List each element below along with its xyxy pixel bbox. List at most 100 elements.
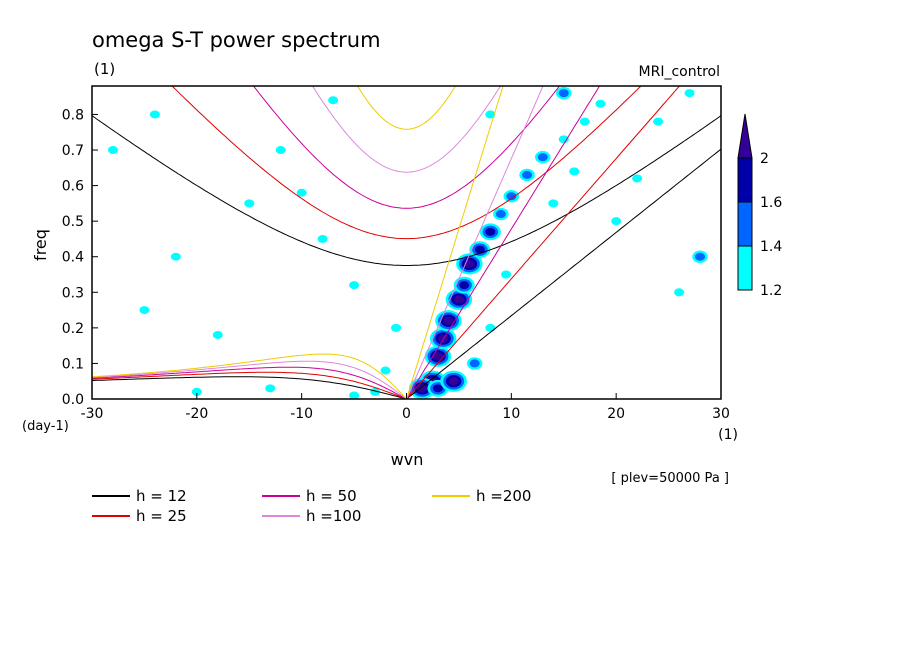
dispersion-curve	[252, 86, 561, 209]
y-tick-label: 0.2	[62, 321, 84, 337]
legend-label: h = 50	[306, 487, 357, 505]
contour-blob	[611, 217, 622, 226]
contour-blob	[569, 167, 580, 176]
x-tick-label: 20	[607, 406, 625, 422]
contour-blob	[432, 352, 443, 361]
colorbar-segment	[737, 201, 753, 247]
colorbar-label: 1.4	[760, 239, 782, 255]
dispersion-curve	[92, 376, 407, 399]
contour-blob	[485, 110, 496, 119]
y-tick-label: 0.4	[62, 250, 84, 266]
contour-blob	[474, 245, 485, 254]
x-tick-label: 10	[502, 406, 520, 422]
contour-blob	[448, 377, 459, 386]
chart-subtitle: (1)	[94, 60, 115, 78]
y-tick-label: 0.5	[62, 214, 84, 230]
contour-blob	[485, 227, 496, 236]
contour-blob	[212, 330, 223, 339]
colorbar-label: 2	[760, 151, 769, 167]
colorbar-segment	[737, 245, 753, 291]
y-tick-label: 0.1	[62, 356, 84, 372]
dispersion-curve	[406, 148, 721, 399]
contour-blob	[459, 281, 470, 290]
y-tick-label: 0.0	[62, 392, 84, 408]
y-tick-label: 0.7	[62, 143, 84, 159]
contour-blob	[632, 174, 643, 183]
contour-blob	[380, 366, 391, 375]
dispersion-curve	[356, 86, 457, 130]
contour-blob	[417, 384, 428, 393]
contour-blob	[495, 210, 506, 219]
dispersion-curves	[92, 86, 721, 399]
contour-blob	[695, 252, 706, 261]
contour-blob	[469, 359, 480, 368]
colorbar-label: 1.2	[760, 283, 782, 299]
contour-blob	[139, 306, 150, 315]
y-axis: 0.0 0.1 0.2 0.3 0.4 0.5 0.6 0.7 0.8	[62, 107, 98, 408]
contour-blob	[464, 259, 475, 268]
power-contours	[107, 86, 708, 399]
dispersion-curve	[92, 360, 407, 399]
x-tick-label: 0	[402, 406, 411, 422]
contour-blob	[537, 153, 548, 162]
contour-blob	[107, 146, 118, 155]
plot-frame	[91, 85, 722, 400]
legend-label: h =200	[476, 487, 531, 505]
contour-blob	[579, 117, 590, 126]
contour-blob	[170, 252, 181, 261]
dispersion-curve	[92, 353, 407, 399]
contour-blob	[349, 281, 360, 290]
model-name: MRI_control	[639, 64, 720, 80]
chart-title: omega S-T power spectrum	[92, 28, 381, 52]
x-axis-unit: (1)	[718, 427, 738, 443]
contour-blob	[558, 135, 569, 144]
legend-label: h = 25	[136, 507, 187, 525]
contour-blob	[674, 288, 685, 297]
contour-blob	[595, 99, 606, 108]
contour-blob	[244, 199, 255, 208]
contour-blob	[501, 270, 512, 279]
y-tick-label: 0.3	[62, 285, 84, 301]
contour-blob	[684, 89, 695, 98]
colorbar-segment	[737, 157, 753, 203]
dispersion-curve	[92, 371, 407, 399]
x-tick-label: -30	[81, 406, 104, 422]
contour-blob	[317, 234, 328, 243]
colorbar-triangle	[737, 113, 753, 159]
contour-blob	[191, 387, 202, 396]
contour-blob	[453, 295, 464, 304]
contour-blob	[265, 384, 276, 393]
y-axis-unit: (day-1)	[22, 419, 69, 434]
legend-label: h =100	[306, 507, 361, 525]
dispersion-curve	[406, 86, 544, 399]
y-axis-label: freq	[31, 229, 50, 261]
plot-area	[91, 85, 722, 400]
contour-blob	[653, 117, 664, 126]
colorbar-label: 1.6	[760, 195, 782, 211]
contour-blob	[506, 192, 517, 201]
legend: h = 12 h = 25 h = 50 h =100 h =200	[92, 487, 531, 525]
y-tick-label: 0.6	[62, 179, 84, 195]
legend-label: h = 12	[136, 487, 187, 505]
x-axis-label: wvn	[391, 450, 424, 469]
dispersion-curve	[92, 115, 721, 266]
contour-blob	[391, 323, 402, 332]
contour-blob	[558, 89, 569, 98]
contour-blob	[349, 391, 360, 399]
contour-blob	[522, 170, 533, 179]
dispersion-curve	[406, 86, 504, 399]
contour-blob	[438, 334, 449, 343]
x-tick-label: -10	[290, 406, 313, 422]
x-tick-label: 30	[712, 406, 730, 422]
contour-blob	[328, 96, 339, 105]
x-axis: -30 -20 -10 0 10 20 30	[81, 393, 730, 422]
pressure-level-label: [ plev=50000 Pa ]	[611, 471, 729, 486]
dispersion-curve	[311, 86, 502, 173]
contour-blob	[432, 384, 443, 393]
contour-blob	[443, 316, 454, 325]
dispersion-curve	[92, 366, 407, 399]
colorbar: 1.2 1.4 1.6 2	[737, 113, 782, 299]
contour-blob	[149, 110, 160, 119]
dispersion-curve	[171, 86, 642, 240]
